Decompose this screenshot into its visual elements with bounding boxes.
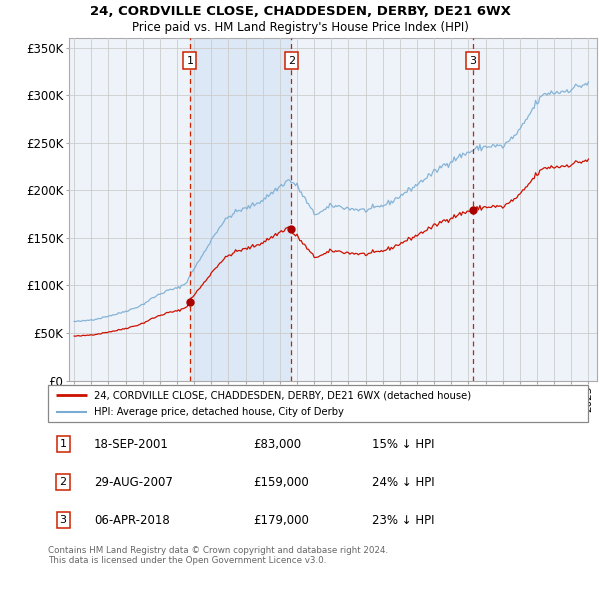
Text: 24, CORDVILLE CLOSE, CHADDESDEN, DERBY, DE21 6WX: 24, CORDVILLE CLOSE, CHADDESDEN, DERBY, … [89,5,511,18]
Text: 24% ↓ HPI: 24% ↓ HPI [372,476,434,489]
Bar [190,38,291,381]
Text: Price paid vs. HM Land Registry's House Price Index (HPI): Price paid vs. HM Land Registry's House … [131,21,469,34]
Text: 29-AUG-2007: 29-AUG-2007 [94,476,173,489]
Text: 3: 3 [59,515,67,525]
FancyBboxPatch shape [48,385,588,422]
Text: 1: 1 [187,55,193,65]
Text: 18-SEP-2001: 18-SEP-2001 [94,438,169,451]
Text: 3: 3 [469,55,476,65]
Text: £83,000: £83,000 [253,438,301,451]
Text: Contains HM Land Registry data © Crown copyright and database right 2024.
This d: Contains HM Land Registry data © Crown c… [48,546,388,565]
Text: £179,000: £179,000 [253,514,309,527]
Text: 15% ↓ HPI: 15% ↓ HPI [372,438,434,451]
Text: 06-APR-2018: 06-APR-2018 [94,514,170,527]
Text: 1: 1 [59,440,67,450]
Text: HPI: Average price, detached house, City of Derby: HPI: Average price, detached house, City… [94,407,344,417]
Text: £159,000: £159,000 [253,476,309,489]
Text: 24, CORDVILLE CLOSE, CHADDESDEN, DERBY, DE21 6WX (detached house): 24, CORDVILLE CLOSE, CHADDESDEN, DERBY, … [94,390,471,400]
Text: 2: 2 [288,55,295,65]
Text: 2: 2 [59,477,67,487]
Text: 23% ↓ HPI: 23% ↓ HPI [372,514,434,527]
